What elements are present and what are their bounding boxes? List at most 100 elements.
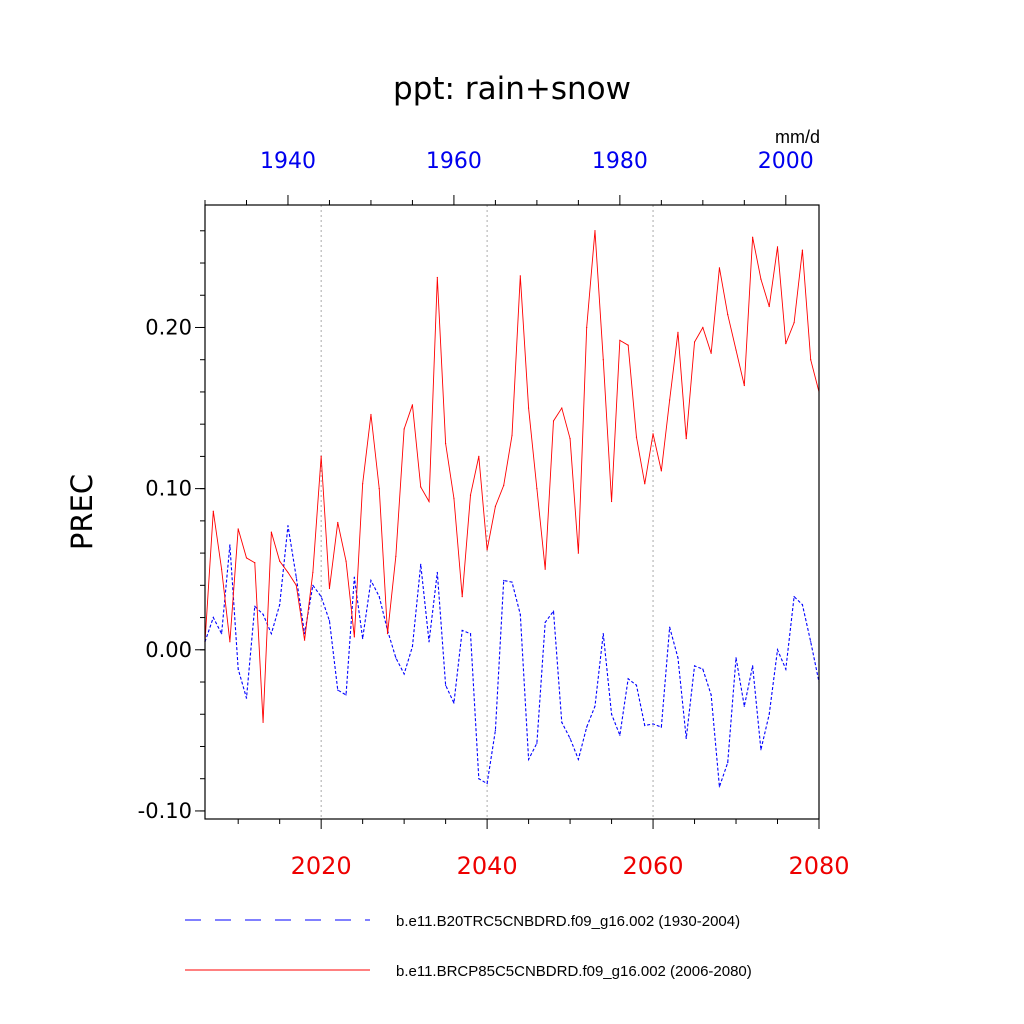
data-point <box>411 645 414 648</box>
data-point <box>660 470 662 472</box>
data-point <box>320 596 322 598</box>
data-point <box>793 322 795 324</box>
series-rcp85 <box>204 230 820 723</box>
data-point <box>577 758 579 760</box>
data-point <box>478 455 480 458</box>
data-point <box>652 723 654 725</box>
data-point <box>461 596 463 598</box>
data-point <box>644 483 646 485</box>
data-point <box>229 544 231 546</box>
data-point <box>270 531 272 533</box>
data-point <box>552 610 555 612</box>
data-point <box>552 420 555 422</box>
data-point <box>561 721 563 723</box>
data-point <box>677 331 679 333</box>
data-point <box>478 778 480 780</box>
data-point <box>801 604 804 606</box>
data-point <box>461 629 463 632</box>
axis-layer: -0.10 0.00 0.10 0.20 2020 2040 2060 2080 1940 196… <box>138 149 850 880</box>
data-point <box>594 230 596 232</box>
data-point <box>270 633 272 635</box>
data-point <box>619 734 621 736</box>
data-point <box>503 484 505 487</box>
x-bottom-tick-label: 2040 <box>457 852 518 880</box>
data-point <box>660 726 662 728</box>
data-point <box>295 576 297 578</box>
data-point <box>511 581 513 583</box>
data-point <box>727 761 729 764</box>
data-point <box>669 626 671 628</box>
data-point <box>370 579 372 582</box>
data-point <box>768 305 770 308</box>
data-point <box>486 782 488 785</box>
data-point <box>420 563 422 565</box>
y-axis-label: PREC <box>65 474 99 550</box>
data-point <box>403 673 405 675</box>
data-point <box>328 587 331 590</box>
data-point <box>312 571 314 574</box>
data-point <box>785 668 787 670</box>
data-point <box>494 729 497 731</box>
data-point <box>586 726 588 728</box>
data-point <box>503 579 505 582</box>
data-point <box>768 713 770 715</box>
grid-layer <box>320 205 654 819</box>
data-point <box>337 521 339 524</box>
data-point <box>760 749 762 751</box>
data-point <box>594 705 596 707</box>
data-point <box>776 246 779 248</box>
data-point <box>527 407 530 409</box>
data-point <box>785 342 787 345</box>
data-point <box>693 665 696 667</box>
data-point <box>362 637 364 640</box>
y-tick-label: 0.10 <box>145 477 192 501</box>
data-point <box>685 438 687 440</box>
data-point <box>760 278 762 280</box>
data-point <box>445 442 447 445</box>
data-point <box>710 694 712 696</box>
data-point <box>702 668 704 670</box>
data-point <box>743 384 745 387</box>
data-point <box>395 657 397 659</box>
data-point <box>378 596 380 598</box>
data-point <box>752 665 754 667</box>
data-point <box>801 249 804 251</box>
data-point <box>586 326 588 329</box>
data-point <box>378 488 380 490</box>
data-point <box>337 689 339 691</box>
data-point <box>810 359 812 361</box>
data-point <box>561 407 563 409</box>
y-tick-label: 0.00 <box>145 638 192 662</box>
data-point <box>237 528 239 530</box>
y-tick-label: 0.20 <box>145 315 192 339</box>
series-layer <box>204 230 820 788</box>
legend-label-historical: b.e11.B20TRC5CNBDRD.f09_g16.002 (1930-20… <box>396 913 740 930</box>
data-point <box>436 571 438 574</box>
data-point <box>652 433 654 435</box>
data-point <box>254 562 256 564</box>
data-point <box>569 737 571 740</box>
series-line <box>204 525 820 787</box>
x-top-tick-label: 1980 <box>592 149 648 174</box>
x-top-tick-label: 1940 <box>260 149 316 174</box>
data-point <box>810 641 812 643</box>
data-point <box>428 500 430 503</box>
data-point <box>685 737 687 740</box>
x-bottom-tick-label: 2020 <box>291 852 352 880</box>
data-point <box>486 549 488 551</box>
data-point <box>793 596 795 598</box>
data-point <box>279 604 281 606</box>
data-point <box>428 641 430 643</box>
data-point <box>527 758 530 760</box>
data-point <box>312 584 314 586</box>
data-point <box>536 488 538 490</box>
x-top-tick-label: 1960 <box>426 149 482 174</box>
data-point <box>212 510 214 512</box>
data-point <box>544 568 546 570</box>
data-point <box>370 413 372 416</box>
data-point <box>752 236 754 238</box>
data-point <box>635 436 638 438</box>
data-point <box>328 620 331 622</box>
data-point <box>718 786 721 788</box>
